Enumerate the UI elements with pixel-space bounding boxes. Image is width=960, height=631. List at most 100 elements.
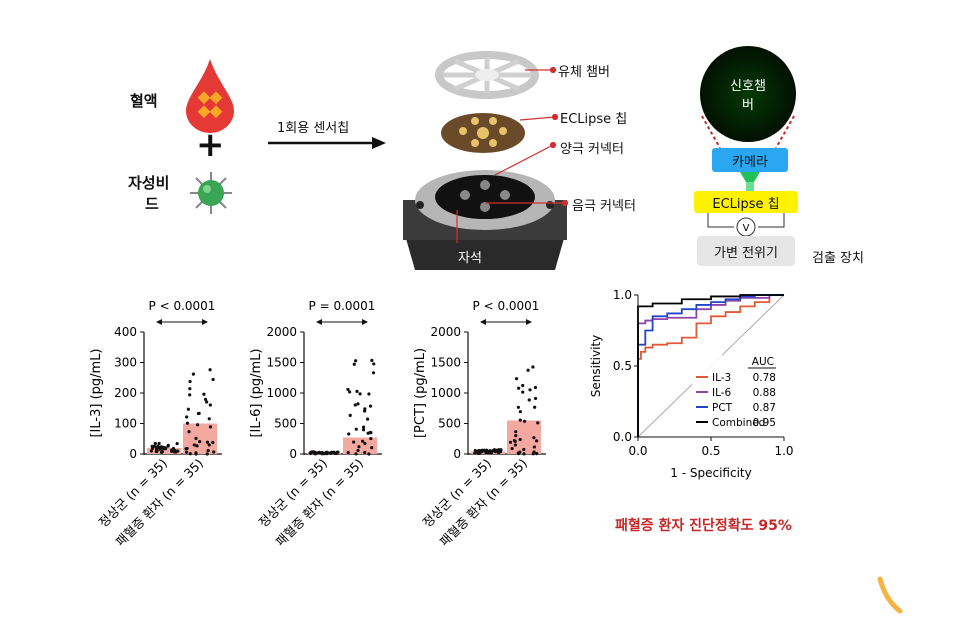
data-point <box>202 392 206 396</box>
potentiostat-label: 가변 전위기 <box>714 245 778 261</box>
data-point <box>153 441 157 446</box>
y-tick-label: 0.0 <box>613 430 632 444</box>
roc-line-il-3 <box>637 294 784 437</box>
data-point <box>205 440 210 444</box>
x-tick-label: 0.5 <box>701 444 720 458</box>
data-point <box>518 410 523 414</box>
data-point <box>207 443 211 447</box>
data-point <box>512 438 517 443</box>
data-point <box>187 430 191 434</box>
data-point <box>510 446 514 451</box>
data-point <box>354 359 358 363</box>
data-point <box>184 450 189 454</box>
y-tick-label: 100 <box>114 417 137 431</box>
bead-label-1: 자성비 <box>128 174 170 192</box>
legend-series-name: Combined <box>712 417 765 429</box>
data-point <box>536 421 540 425</box>
data-point <box>527 398 531 402</box>
data-point <box>197 411 201 415</box>
legend-header: AUC <box>752 356 774 368</box>
data-point <box>208 403 212 407</box>
roc-chart: 0.0 0.5 1.0 0.0 0.5 1.0 Sensitivity 1 - Specifi… <box>589 288 794 480</box>
data-point <box>367 452 371 456</box>
data-point <box>531 365 535 369</box>
data-point <box>486 451 490 455</box>
data-point <box>356 402 360 406</box>
data-point <box>362 428 366 432</box>
roc-line-combined <box>637 294 784 437</box>
legend-series-name: IL-3 <box>712 372 731 384</box>
magnet-label: 자석 <box>458 251 482 266</box>
data-point <box>366 431 370 435</box>
data-point <box>367 392 371 396</box>
data-point <box>489 450 494 455</box>
data-point <box>513 443 517 447</box>
data-point <box>482 448 486 452</box>
data-point <box>360 439 365 443</box>
data-point <box>522 452 526 456</box>
roc-line-il-6 <box>637 294 784 437</box>
data-point <box>155 448 159 452</box>
data-point <box>205 452 209 456</box>
bar-chart-il6: [IL-6] (pg/mL) 0 500 1000 1500 2000 P = 0.0001… <box>249 299 382 549</box>
data-point <box>325 452 329 456</box>
data-point <box>185 421 190 425</box>
y-tick-label: 0 <box>129 447 137 461</box>
data-point <box>348 390 352 394</box>
x-axis-label: 1 - Specificity <box>670 466 751 480</box>
data-point <box>526 368 530 372</box>
data-point <box>196 423 200 427</box>
data-point <box>211 377 215 382</box>
p-value-label: P = 0.0001 <box>309 299 376 313</box>
data-point <box>203 397 208 401</box>
arrow-head-left <box>316 319 322 325</box>
data-point <box>212 450 216 454</box>
data-point <box>352 362 356 366</box>
data-point <box>150 446 155 450</box>
data-point <box>521 383 525 388</box>
zoom-lines <box>701 115 795 149</box>
data-point <box>357 445 361 449</box>
corner-decoration <box>877 576 903 614</box>
data-point <box>159 450 164 454</box>
arrow-label: 1회용 센서칩 <box>277 121 350 136</box>
data-point <box>188 379 192 384</box>
data-point <box>371 371 376 375</box>
data-point <box>352 440 356 444</box>
data-point <box>518 418 522 422</box>
legend-series-name: PCT <box>712 402 733 414</box>
data-point <box>195 444 199 448</box>
data-point <box>499 448 503 452</box>
plus-icon: + <box>196 125 225 165</box>
signal-chamber-view: 신호챔 버 <box>700 46 796 142</box>
y-tick-label: 400 <box>114 325 137 339</box>
y-axis-label: Sensitivity <box>589 335 603 397</box>
data-point <box>346 451 350 455</box>
data-point <box>175 442 179 446</box>
data-point <box>171 446 176 451</box>
data-point <box>208 368 212 372</box>
roc-line-pct <box>637 294 784 437</box>
data-point <box>149 449 154 453</box>
data-point <box>363 441 367 446</box>
process-arrow-icon <box>268 137 386 149</box>
data-point <box>334 451 338 455</box>
data-point <box>473 448 477 453</box>
y-tick-label: 1000 <box>266 386 297 400</box>
data-point <box>518 437 522 442</box>
data-point <box>532 445 536 449</box>
p-value-label: P < 0.0001 <box>149 299 216 313</box>
arrow-head-right <box>362 319 368 325</box>
data-point <box>361 425 366 429</box>
data-point <box>497 451 501 455</box>
data-point <box>532 436 536 440</box>
y-tick-label: 0 <box>289 447 297 461</box>
data-point <box>363 450 367 455</box>
data-point <box>355 389 359 393</box>
data-point <box>208 425 213 429</box>
data-point <box>320 450 324 455</box>
data-point <box>528 388 532 392</box>
bar <box>183 423 217 454</box>
y-tick-label: 1000 <box>430 386 461 400</box>
data-point <box>370 446 374 450</box>
